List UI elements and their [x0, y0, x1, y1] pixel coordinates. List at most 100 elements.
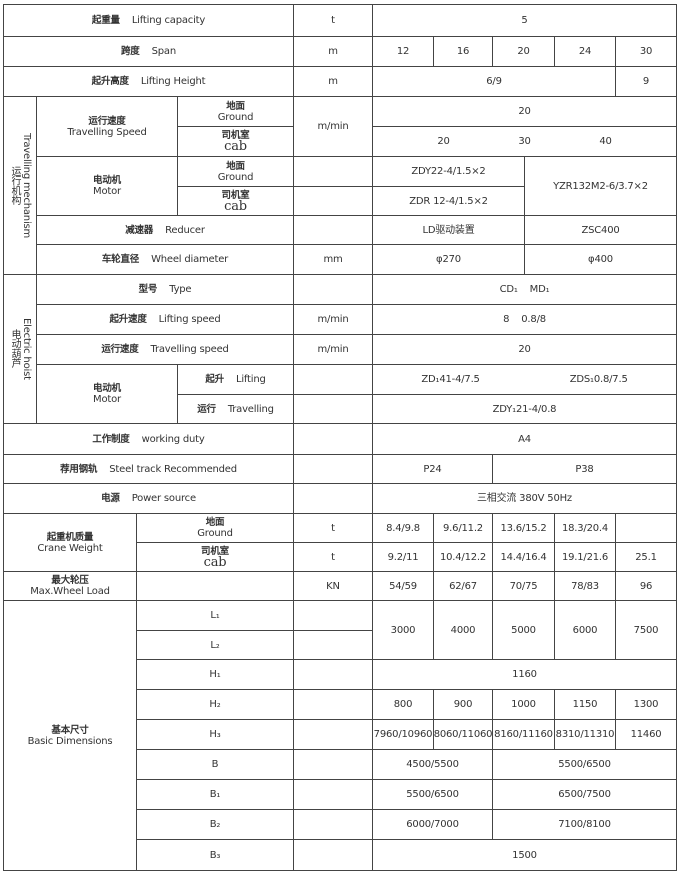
dimension-h3-value: 8160/11160 — [492, 719, 555, 750]
value-cell: 1160 — [372, 659, 677, 690]
value-cell: φ270 — [372, 244, 525, 275]
cell-text: 8160/11160 — [494, 729, 553, 740]
value-cell: 4500/5500 — [372, 749, 493, 780]
cell-text: L₁ — [210, 610, 220, 621]
label-cn: 电动机 — [93, 175, 121, 186]
dimension-label-h2: H₂ — [136, 689, 294, 720]
label-cn: 起重机质量 — [46, 531, 94, 543]
cab-speed-value: 20 — [437, 136, 450, 147]
dimension-h2-value: 800 — [372, 689, 434, 720]
cell-text: φ400 — [588, 254, 613, 265]
label-en: Wheel diameter — [151, 254, 229, 265]
dimension-label-h1: H₁ — [136, 659, 294, 690]
label-en: Lifting Height — [140, 76, 206, 87]
cell-text: 1150 — [572, 699, 598, 710]
motor-label: 电动机 Motor — [36, 364, 178, 424]
cell-text: 20 — [518, 106, 531, 117]
label-cn: 起重量 — [91, 15, 120, 26]
label-en: Steel track Recommended — [109, 463, 237, 475]
label-en: Ground — [217, 111, 254, 123]
dimension-h3-value: 8060/11060 — [433, 719, 493, 750]
cell-text: A4 — [518, 433, 531, 445]
cell-text: B₃ — [209, 849, 221, 861]
label-cn: 工作制度 — [92, 433, 130, 445]
lifting-label: 起升 Lifting — [177, 364, 294, 395]
label-cn: 起升速度 — [109, 314, 147, 325]
cell-text: P24 — [423, 463, 442, 475]
cell-text: 三相交流 380V 50Hz — [477, 493, 572, 504]
wheel-load-value: 70/75 — [492, 571, 555, 601]
cell-text: 24 — [578, 46, 592, 57]
dimension-l-value: 7500 — [615, 600, 677, 660]
unit-cell — [293, 423, 373, 455]
cell-text: 6/9 — [486, 76, 502, 87]
unit-cell — [293, 364, 373, 395]
cell-text: 70/75 — [509, 580, 538, 592]
cab-label: 司机室 cab — [177, 186, 294, 216]
label-en: working duty — [141, 433, 205, 445]
label-en: Travelling speed — [150, 344, 229, 355]
value-cell: ZDY₁21-4/0.8 — [372, 394, 677, 424]
label-en: Travelling — [227, 403, 274, 415]
unit-cell: t — [293, 513, 373, 543]
cell-text: m/min — [317, 121, 349, 132]
cell-text: 20 — [518, 344, 531, 355]
wheel-load-value: 54/59 — [372, 571, 434, 601]
cell-text: P38 — [575, 463, 594, 475]
cell-text: B₁ — [209, 789, 221, 800]
label-cn: 电动机 — [93, 383, 121, 394]
crane-weight-label: 起重机质量 Crane Weight — [3, 513, 137, 572]
unit-cell — [293, 483, 373, 514]
cell-text: 4000 — [450, 624, 476, 636]
power-source-label: 电源 Power source — [3, 483, 294, 514]
label-en: Lifting capacity — [131, 15, 206, 26]
label-cn: 最大轮压 — [51, 575, 89, 586]
lifting-capacity-label: 起重量 Lifting capacity — [3, 4, 294, 37]
value-cell: 5 — [372, 4, 677, 37]
cab-speed-values: 20 30 40 — [373, 136, 676, 147]
value-cell: 5500/6500 — [492, 749, 677, 780]
cell-text: ZDR 12-4/1.5×2 — [409, 195, 488, 207]
dimension-label-l1: L₁ — [136, 600, 294, 631]
label-cn: 运行速度 — [101, 344, 139, 355]
cell-text: H₃ — [209, 729, 221, 740]
ground-label: 地面 Ground — [136, 513, 294, 543]
unit-cell — [293, 779, 373, 810]
side-label-text: 运行机构 — [9, 165, 20, 206]
label-cn: 地面 — [205, 517, 225, 528]
crane-weight-ground-value: 18.3/20.4 — [554, 513, 616, 543]
unit-cell — [293, 659, 373, 690]
label-cn: 车轮直径 — [101, 254, 140, 265]
cell-text: 9.6/11.2 — [443, 522, 483, 534]
cell-text: 800 — [393, 699, 413, 710]
dimension-h2-value: 1300 — [615, 689, 677, 720]
cell-text: 19.1/21.6 — [561, 551, 609, 563]
value-cell: 6500/7500 — [492, 779, 677, 810]
cell-text: 8310/11310 — [555, 729, 615, 740]
crane-weight-cab-value: 9.2/11 — [372, 542, 434, 572]
label-en: Motor — [93, 186, 121, 197]
unit-cell — [293, 215, 373, 245]
crane-weight-cab-value: 14.4/16.4 — [492, 542, 555, 572]
label-cn: 减速器 — [125, 224, 154, 236]
cell-text: 1300 — [633, 699, 659, 710]
value-cell: ZD₁41-4/7.5 ZDS₁0.8/7.5 — [372, 364, 677, 395]
dimension-label-b2: B₂ — [136, 809, 294, 840]
cell-text: ZDS₁0.8/7.5 — [569, 374, 628, 385]
electric-hoist-side-label: 电动葫芦 Electric hoist — [3, 274, 37, 424]
cell-text: m — [328, 46, 338, 57]
cell-text: B₂ — [209, 819, 221, 830]
dimension-label-b1: B₁ — [136, 779, 294, 810]
unit-cell — [293, 689, 373, 720]
label-en: Reducer — [165, 224, 205, 236]
label-en: Travelling Speed — [67, 126, 147, 138]
lifting-height-label: 起升高度 Lifting Height — [3, 66, 294, 97]
dimension-label-h3: H₃ — [136, 719, 294, 750]
travelling-label: 运行 Travelling — [177, 394, 294, 424]
cell-text: 30 — [639, 46, 653, 57]
unit-cell — [293, 600, 373, 631]
value-cell: 7100/8100 — [492, 809, 677, 840]
side-label-text: Travelling mechanism — [21, 132, 32, 239]
label-cn: 跨度 — [121, 46, 140, 57]
label-en: Max.Wheel Load — [30, 586, 110, 597]
